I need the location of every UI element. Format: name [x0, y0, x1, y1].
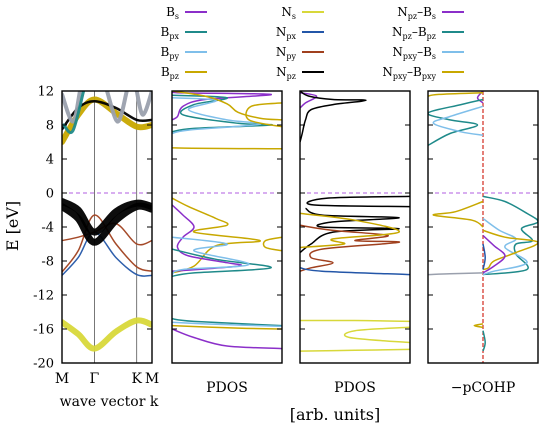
- dos-curve: [262, 236, 282, 252]
- dos-curve: [245, 102, 282, 128]
- dos-curve: [300, 224, 400, 272]
- dos-curve: [428, 98, 484, 147]
- y-tick-label: 4: [46, 153, 54, 168]
- dos-curve: [482, 195, 538, 276]
- band-line: [62, 317, 152, 352]
- panel-frame: [299, 90, 411, 364]
- dos-curve: [172, 94, 274, 133]
- dos-curve: [482, 330, 486, 352]
- legend-label: Bs: [166, 5, 179, 21]
- panel-plot-area: [172, 91, 282, 350]
- y-tick-label: 12: [37, 85, 54, 100]
- legend-label: Bpy: [161, 45, 180, 61]
- y-axis: 12 8 4 0 -4 -8 -12 -16 -20: [33, 85, 54, 372]
- panel-x-label: PDOS: [334, 380, 376, 396]
- dos-curve: [482, 217, 528, 276]
- band-x-label: wave vector k: [60, 394, 159, 410]
- k-point-label: Γ: [90, 371, 100, 387]
- panel-plot-area: [62, 91, 152, 363]
- y-tick-label: 0: [46, 187, 54, 202]
- legend-group: Ns Npx Npy Npz: [276, 5, 324, 81]
- band-line: [62, 202, 152, 246]
- dos-curve: [432, 200, 484, 228]
- dos-curve: [300, 91, 367, 143]
- y-tick-label: -12: [33, 289, 54, 304]
- dos-curve: [473, 323, 484, 329]
- dos-curve: [300, 267, 410, 276]
- panel-x-label: −pCOHP: [451, 380, 516, 396]
- dos-curve: [172, 144, 282, 150]
- legend-label: Npy: [276, 45, 297, 61]
- panel-plot-area: [300, 91, 410, 352]
- legend-group: Npz–Bs Npz–Bpz Npxy–Bs Npxy–Bpxy: [382, 5, 464, 81]
- k-point-label: M: [145, 371, 159, 387]
- panel-pcohp: −pCOHP: [427, 90, 539, 396]
- legend-label: Npxy–Bs: [392, 45, 436, 61]
- dos-curve: [428, 91, 484, 97]
- dos-curve: [343, 326, 410, 344]
- y-tick-label: 8: [46, 119, 54, 134]
- dos-curve: [172, 236, 250, 276]
- band-line: [134, 91, 152, 117]
- dos-curve: [428, 272, 484, 276]
- legend-label: Npz–Bpz: [392, 25, 436, 41]
- dos-curve: [306, 195, 410, 208]
- dos-curve: [172, 91, 282, 121]
- panel-pdos-nitrogen: PDOS: [299, 90, 411, 396]
- dos-curve: [482, 243, 486, 270]
- panel-pdos-boron: PDOS: [171, 90, 283, 396]
- dos-curve: [482, 234, 506, 274]
- y-tick-label: -20: [33, 357, 54, 372]
- band-line: [62, 231, 152, 277]
- dos-curve: [172, 328, 282, 350]
- legend-label: Ns: [281, 5, 296, 21]
- legend: Bs Bpx Bpy Bpz Ns Npx Npy Npz Npz–Bs Npz–Bpz Npxy–…: [161, 5, 464, 81]
- legend-label: Bpx: [161, 25, 180, 41]
- band-line: [62, 91, 86, 135]
- legend-label: Npx: [276, 25, 297, 41]
- dos-curve: [482, 229, 538, 271]
- dos-curve: [172, 321, 282, 328]
- x-axis-label: [arb. units]: [290, 405, 380, 424]
- band-line: [62, 91, 82, 124]
- band-line: [105, 91, 129, 124]
- legend-label: Bpz: [161, 65, 179, 81]
- k-point-label: M: [55, 371, 69, 387]
- dos-curve: [172, 318, 282, 327]
- dos-curve: [172, 248, 272, 278]
- y-tick-label: -8: [41, 255, 54, 270]
- panel-x-label: PDOS: [206, 380, 248, 396]
- y-axis-label: E [eV]: [3, 201, 22, 251]
- legend-label: Npz: [276, 65, 296, 81]
- k-point-label: K: [131, 371, 142, 387]
- dos-curve: [300, 207, 400, 254]
- dos-curve: [172, 324, 282, 330]
- legend-label: Npxy–Bpxy: [382, 65, 436, 81]
- panel-frame: [171, 90, 283, 364]
- legend-label: Npz–Bs: [397, 5, 436, 21]
- panel-plot-area: [428, 91, 538, 363]
- dos-curve: [172, 197, 261, 274]
- dos-curve: [172, 97, 262, 135]
- y-tick-label: -4: [41, 221, 54, 236]
- y-tick-label: -16: [33, 323, 54, 338]
- dos-curve: [432, 105, 484, 136]
- dos-curve: [300, 348, 410, 352]
- dos-curve: [300, 212, 400, 249]
- dos-curve: [300, 319, 410, 323]
- legend-group: Bs Bpx Bpy Bpz: [161, 5, 207, 81]
- dos-curve: [300, 91, 318, 109]
